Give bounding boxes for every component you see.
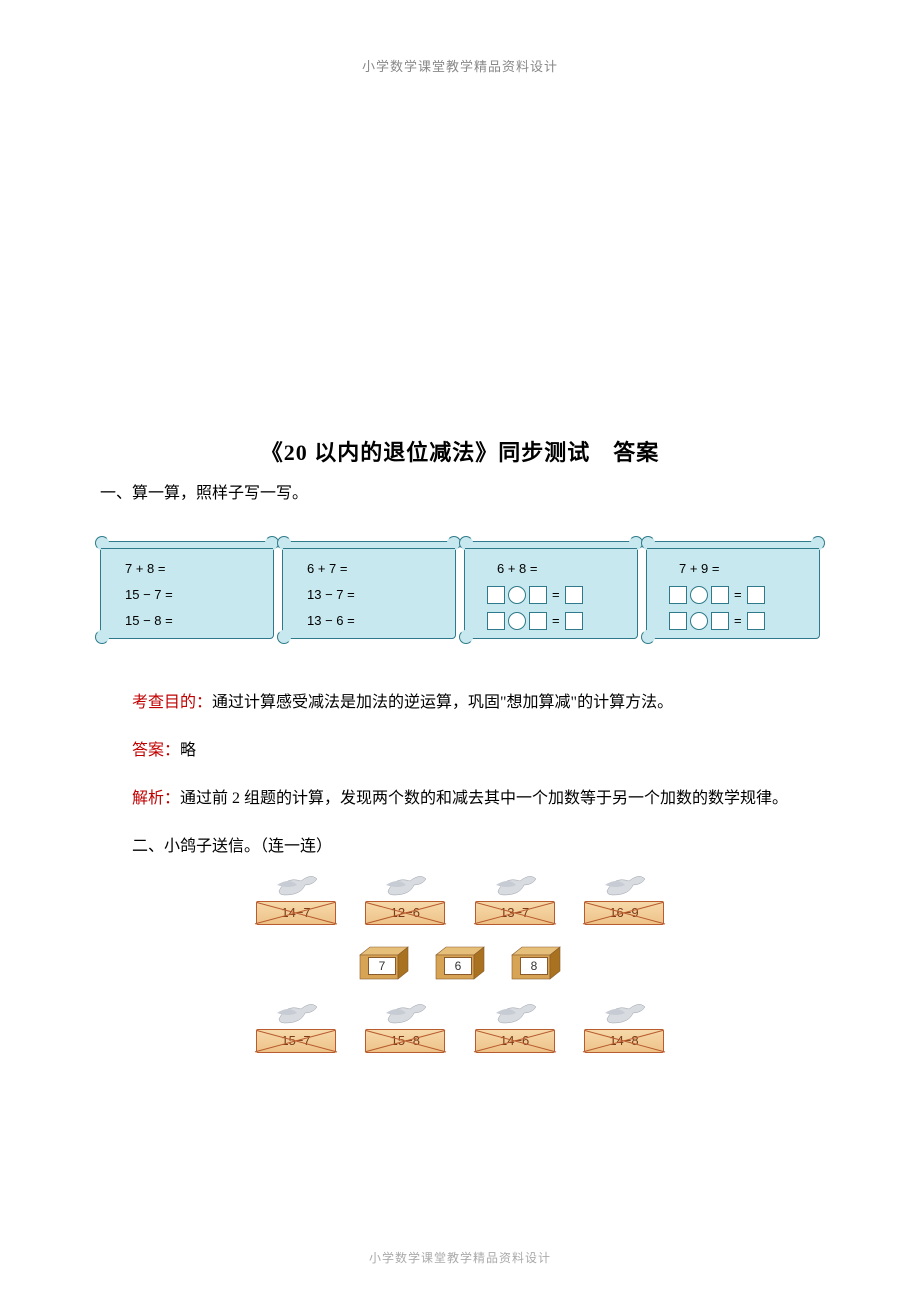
scroll-3: 6 + 8 = = = [464,541,638,639]
blank-box [565,612,583,630]
letter-card: 14−6 [475,1029,555,1053]
mailbox-row: 7 6 8 [250,943,670,981]
section-2-label: 二、小鸽子送信。（连一连） [100,833,820,861]
letter-card: 14−8 [584,1029,664,1053]
pigeon-card: 14−8 [578,999,670,1053]
blank-box [669,586,687,604]
blank-circle [508,612,526,630]
document-page: 小学数学课堂教学精品资料设计 《20 以内的退位减法》同步测试 答案 一、算一算… [0,0,920,1302]
pigeon-card: 13−7 [469,871,561,925]
scroll-curl-icon [95,630,109,644]
letter-card: 15−7 [256,1029,336,1053]
scroll-divider [647,542,819,549]
blank-equation: = [663,608,813,634]
pigeon-icon [490,871,540,899]
scroll-divider [101,542,273,549]
blank-equation: = [481,608,631,634]
mailbox-number: 7 [368,957,396,975]
equals-sign: = [550,582,562,608]
mailbox: 6 [434,943,486,981]
scroll-content: 6 + 7 = 13 − 7 = 13 − 6 = [289,550,449,634]
pigeon-icon [599,871,649,899]
answer-paragraph: 答案：略 [100,737,820,765]
equation: 15 − 8 = [125,608,267,634]
pigeon-exercise: 14−7 12−6 13−7 [100,871,820,1071]
scroll-4: 7 + 9 = = = [646,541,820,639]
pigeon-card: 16−9 [578,871,670,925]
mailbox-number: 6 [444,957,472,975]
scroll-content: 7 + 8 = 15 − 7 = 15 − 8 = [107,550,267,634]
blank-box [747,586,765,604]
document-title: 《20 以内的退位减法》同步测试 答案 [100,435,820,467]
blank-box [747,612,765,630]
blank-box [487,612,505,630]
blank-box [529,586,547,604]
pigeon-card: 15−8 [359,999,451,1053]
letter-card: 15−8 [365,1029,445,1053]
pigeon-card: 14−7 [250,871,342,925]
purpose-text: 通过计算感受减法是加法的逆运算，巩固"想加算减"的计算方法。 [212,694,673,711]
analysis-text: 通过前 2 组题的计算，发现两个数的和减去其中一个加数等于另一个加数的数学规律。 [180,790,788,807]
equation: 15 − 7 = [125,582,267,608]
letter-card: 13−7 [475,901,555,925]
equation: 7 + 9 = [663,556,813,582]
pigeon-top-row: 14−7 12−6 13−7 [250,871,670,925]
equation: 6 + 7 = [307,556,449,582]
blank-equation: = [663,582,813,608]
scroll-divider [283,542,455,549]
scroll-divider [465,542,637,549]
mailbox: 7 [358,943,410,981]
scroll-curl-icon [641,630,655,644]
scroll-content: 6 + 8 = = = [471,550,631,634]
pigeon-card: 15−7 [250,999,342,1053]
analysis-label: 解析： [132,790,180,807]
equation: 7 + 8 = [125,556,267,582]
blank-circle [690,586,708,604]
pigeon-icon [271,999,321,1027]
answer-text: 略 [180,742,196,759]
analysis-paragraph: 解析：通过前 2 组题的计算，发现两个数的和减去其中一个加数等于另一个加数的数学… [100,785,820,813]
scroll-1: 7 + 8 = 15 − 7 = 15 − 8 = [100,541,274,639]
blank-circle [690,612,708,630]
page-header: 小学数学课堂教学精品资料设计 [100,56,820,75]
answer-label: 答案： [132,742,180,759]
equation: 6 + 8 = [481,556,631,582]
pigeon-bottom-row: 15−7 15−8 14−6 [250,999,670,1053]
equals-sign: = [732,608,744,634]
letter-card: 14−7 [256,901,336,925]
mailbox-number: 8 [520,957,548,975]
pigeon-icon [599,999,649,1027]
purpose-paragraph: 考查目的：通过计算感受减法是加法的逆运算，巩固"想加算减"的计算方法。 [100,689,820,717]
blank-box [529,612,547,630]
scroll-group: 7 + 8 = 15 − 7 = 15 − 8 = 6 + 7 = 13 − 7… [100,541,820,639]
page-footer: 小学数学课堂教学精品资料设计 [0,1249,920,1266]
pigeon-card: 14−6 [469,999,561,1053]
scroll-content: 7 + 9 = = = [653,550,813,634]
blank-circle [508,586,526,604]
equals-sign: = [550,608,562,634]
purpose-label: 考查目的： [132,694,212,711]
mailbox: 8 [510,943,562,981]
pigeon-icon [271,871,321,899]
equation: 13 − 6 = [307,608,449,634]
letter-card: 16−9 [584,901,664,925]
scroll-curl-icon [459,630,473,644]
pigeon-icon [490,999,540,1027]
pigeon-icon [380,871,430,899]
blank-box [711,612,729,630]
blank-box [487,586,505,604]
blank-box [669,612,687,630]
blank-equation: = [481,582,631,608]
scroll-2: 6 + 7 = 13 − 7 = 13 − 6 = [282,541,456,639]
blank-box [565,586,583,604]
blank-box [711,586,729,604]
equation: 13 − 7 = [307,582,449,608]
equals-sign: = [732,582,744,608]
letter-card: 12−6 [365,901,445,925]
pigeon-card: 12−6 [359,871,451,925]
pigeon-grid: 14−7 12−6 13−7 [250,871,670,1071]
pigeon-icon [380,999,430,1027]
section-1-label: 一、算一算，照样子写一写。 [100,479,820,503]
scroll-curl-icon [277,630,291,644]
